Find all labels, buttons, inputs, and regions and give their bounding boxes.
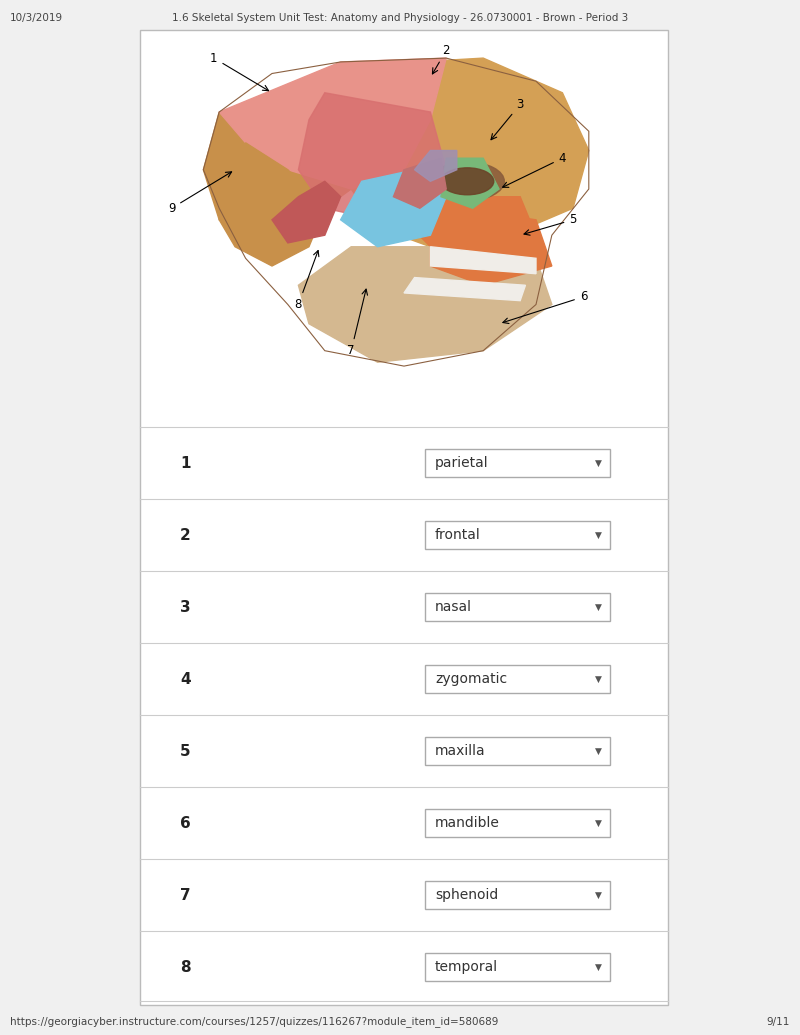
FancyBboxPatch shape	[425, 449, 610, 477]
Text: zygomatic: zygomatic	[435, 672, 507, 686]
Text: ▼: ▼	[595, 675, 602, 683]
Text: ▼: ▼	[595, 531, 602, 539]
Text: 8: 8	[180, 959, 190, 975]
FancyBboxPatch shape	[425, 666, 610, 693]
FancyBboxPatch shape	[140, 30, 668, 1005]
Text: 3: 3	[180, 599, 190, 615]
Text: 1.6 Skeletal System Unit Test: Anatomy and Physiology - 26.0730001 - Brown - Per: 1.6 Skeletal System Unit Test: Anatomy a…	[172, 13, 628, 23]
Text: 4: 4	[180, 672, 190, 686]
Text: parietal: parietal	[435, 456, 489, 470]
Ellipse shape	[430, 162, 504, 201]
Polygon shape	[341, 170, 446, 246]
Text: mandible: mandible	[435, 816, 500, 830]
Text: 1: 1	[210, 52, 269, 91]
Text: 4: 4	[502, 152, 566, 187]
Polygon shape	[404, 197, 536, 259]
Text: 10/3/2019: 10/3/2019	[10, 13, 63, 23]
Polygon shape	[404, 277, 526, 300]
FancyBboxPatch shape	[425, 521, 610, 549]
Text: 7: 7	[347, 289, 367, 357]
Text: ▼: ▼	[595, 819, 602, 828]
Polygon shape	[341, 58, 589, 246]
Polygon shape	[414, 150, 457, 181]
Text: https://georgiacyber.instructure.com/courses/1257/quizzes/116267?module_item_id=: https://georgiacyber.instructure.com/cou…	[10, 1016, 498, 1027]
Text: 6: 6	[180, 816, 190, 830]
Polygon shape	[441, 158, 499, 208]
Text: ▼: ▼	[595, 746, 602, 756]
Text: ▼: ▼	[595, 602, 602, 612]
Text: 9: 9	[168, 172, 232, 214]
Polygon shape	[430, 246, 536, 273]
Text: 2: 2	[180, 528, 190, 542]
Text: 6: 6	[503, 290, 587, 324]
Polygon shape	[272, 181, 341, 243]
Polygon shape	[394, 158, 446, 208]
Text: frontal: frontal	[435, 528, 481, 542]
Text: sphenoid: sphenoid	[435, 888, 498, 901]
Polygon shape	[219, 143, 325, 266]
FancyBboxPatch shape	[425, 809, 610, 837]
Text: 1: 1	[180, 455, 190, 471]
Text: maxilla: maxilla	[435, 744, 486, 758]
Text: 3: 3	[491, 97, 524, 140]
Polygon shape	[298, 246, 552, 362]
Text: 2: 2	[433, 43, 450, 73]
Text: ▼: ▼	[595, 890, 602, 899]
FancyBboxPatch shape	[425, 881, 610, 909]
FancyBboxPatch shape	[425, 953, 610, 981]
Polygon shape	[430, 208, 552, 286]
Text: 5: 5	[180, 743, 190, 759]
Text: 5: 5	[524, 213, 577, 235]
FancyBboxPatch shape	[425, 737, 610, 765]
Ellipse shape	[441, 168, 494, 195]
Text: nasal: nasal	[435, 600, 472, 614]
Text: ▼: ▼	[595, 963, 602, 972]
Text: ▼: ▼	[595, 459, 602, 468]
Text: 9/11: 9/11	[766, 1017, 790, 1027]
Polygon shape	[298, 93, 446, 219]
Polygon shape	[219, 58, 446, 189]
Polygon shape	[203, 112, 351, 235]
Text: temporal: temporal	[435, 960, 498, 974]
Text: 7: 7	[180, 887, 190, 903]
FancyBboxPatch shape	[425, 593, 610, 621]
Text: 8: 8	[294, 250, 319, 310]
